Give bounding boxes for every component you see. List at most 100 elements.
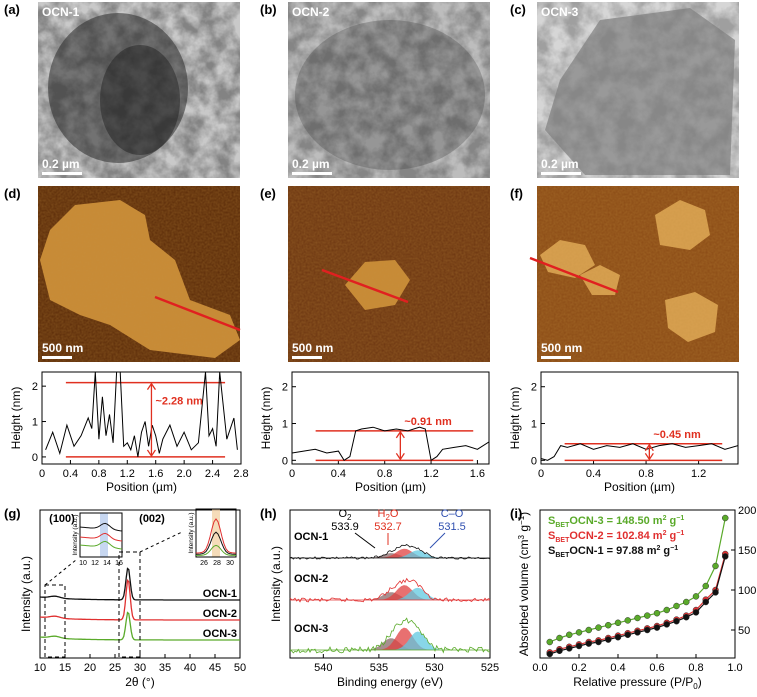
plot-frame [41,371,242,465]
height-annotation: ~0.91 nm [404,416,452,428]
isotherm-point [663,621,670,628]
x-tick-label: 40 [184,662,196,674]
height-trace [541,443,738,461]
x-axis-label: Position (µm) [355,480,426,494]
scale-bar [541,172,581,175]
x-tick-label: 0.6 [649,662,664,674]
y-axis-label: Intensity (a.u.) [269,546,283,622]
y-tick-label: 150 [738,545,756,557]
x-tick-label: 0.2 [571,662,586,674]
isotherm-point [566,631,573,639]
isotherm-point [722,553,729,560]
isotherm-point [702,582,709,590]
isotherm-point [653,609,661,617]
xrd-trace [39,578,240,621]
scale-bar [42,172,82,175]
flake-cluster [48,13,188,163]
xps-component-fill [362,553,452,558]
y-tick-label: 0 [531,455,537,467]
isotherm-point [605,621,612,629]
x-tick-label: 30 [134,662,146,674]
xps-component-fill [362,548,452,558]
label-arrow [429,532,446,549]
x-tick-label: 0.8 [638,468,653,480]
isotherm-point [595,624,602,631]
inset-trace [196,518,236,554]
x-tick-label: 1.2 [423,468,438,480]
dashed-region-002 [118,551,141,658]
label-arrow [354,532,376,549]
x-tick-label: 0.4 [63,468,78,480]
panel-letter: (d) [4,186,21,201]
panel-letter: (f) [510,186,523,201]
height-profile-e: 0 0.4 0.8 1.2 1.6 0 1 2 Position (µm) Height (nm)… [259,371,490,494]
y-tick-label: 1 [531,419,537,431]
component-label: O2 [338,508,352,522]
x-tick-label: 50 [234,662,246,674]
isotherm-point [546,638,553,646]
panel-letter: (c) [510,2,526,17]
series-label: OCN-3 [294,623,328,635]
scale-bar-label: 500 nm [292,341,333,355]
xps-component-fill [362,627,452,650]
isotherm-point [585,626,592,634]
x-tick-label: 2.8 [233,468,248,480]
height-profile-f: 0 0.4 0.8 1.2 0 1 2 Position (µm) Height (nm) ~0.… [508,371,739,494]
inset-frame [79,512,123,558]
x-tick-label: 1.2 [120,468,135,480]
flake-network [295,20,485,170]
xrd-trace [39,567,240,601]
isotherm-point [644,626,651,634]
inset-tick-label: 12 [91,560,99,567]
dashed-region-100 [44,584,66,658]
arrow-head-down [146,449,156,458]
xps-chart: (h) 540 535 530 525 Binding energy (eV) Inten… [260,506,499,689]
x-axis-label: Relative pressure (P/P0) [573,675,702,691]
isotherm-point [712,562,719,570]
x-tick-label: 0.8 [377,468,392,480]
height-annotation: ~2.28 nm [155,396,203,408]
inset-trace [196,544,236,556]
isotherm-point [692,609,700,616]
panel-letter: (h) [260,506,277,521]
xps-component-fill [362,638,452,650]
scale-bar-label: 500 nm [42,341,83,355]
scale-bar [541,356,571,359]
inset-tick-label: 10 [79,560,87,567]
x-tick-label: 1.2 [691,468,706,480]
xps-component-fill [362,585,452,600]
inset-tick-label: 28 [213,560,221,567]
y-tick-label: 50 [738,625,750,637]
isotherm-line [549,556,726,655]
tem-texture [288,2,490,178]
panel-c: (c) OCN-3 0.2 µm [510,2,739,178]
x-tick-label: 15 [59,662,71,674]
x-axis-label: 2θ (°) [125,675,154,689]
panel-letter: (e) [260,186,276,201]
y-axis-label: Intensity (a.u.) [19,556,33,632]
scale-bar [292,356,322,359]
isotherm-point [546,650,553,658]
component-label: H2O [378,508,399,522]
x-tick-label: 1.6 [470,468,485,480]
isotherm-point [692,593,700,600]
bet-chart: (i) 0.0 0.2 0.4 0.6 0.8 1.0 50 100 150 200 Relativ… [510,505,756,691]
series-label: OCN-3 [203,628,237,640]
y-axis-label: Absorbed volume (cm3 g−1) [517,512,531,656]
bet-label: SBETOCN-1 = 97.88 m2 g−1 [548,545,678,559]
panel-letter: (a) [4,2,20,17]
isotherm-point [575,642,583,650]
afm-texture [288,186,490,362]
flake-core [100,45,180,155]
scale-bar [42,356,72,359]
profile-line [529,256,619,294]
isotherm-point [653,624,661,631]
isotherm-point [575,629,583,636]
inset-highlight [100,513,108,557]
x-tick-label: 0.8 [91,468,106,480]
x-tick-label: 0.0 [532,662,547,674]
profile-line [321,268,409,304]
xrd-chart: (g) 10 15 20 25 30 35 40 45 50 2θ (°) Intensity (a… [4,506,246,689]
inset-highlight [212,509,220,557]
